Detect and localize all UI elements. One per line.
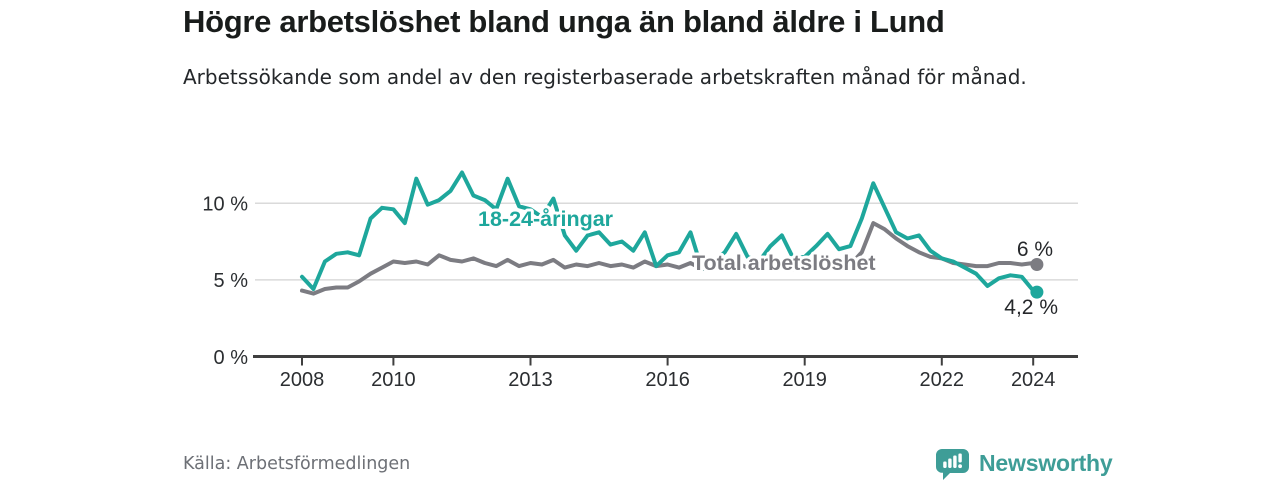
series-label-total: Total arbetslöshet (692, 251, 876, 275)
x-tick-label-2016: 2016 (645, 369, 690, 391)
y-tick-label-5: 5 % (214, 270, 249, 292)
series-layer (300, 170, 1044, 299)
newsworthy-logo: Newsworthy (936, 449, 1113, 480)
chart-title: Högre arbetslöshet bland unga än bland ä… (183, 4, 945, 39)
series-end-dot-total (1030, 258, 1044, 271)
x-tick-label-2013: 2013 (508, 369, 553, 391)
y-tick-label-0: 0 % (214, 347, 249, 369)
newsworthy-logo-text: Newsworthy (979, 450, 1113, 476)
x-tick-label-2010: 2010 (371, 369, 416, 391)
end-value-label-young: 4,2 % (1004, 296, 1058, 319)
x-tick-label-2008: 2008 (280, 369, 325, 391)
source-note: Källa: Arbetsförmedlingen (183, 454, 411, 474)
chart-subtitle: Arbetssökande som andel av den registerb… (183, 65, 1027, 89)
series-line-young (300, 170, 1039, 295)
newsworthy-bars-icon (936, 449, 969, 480)
end-value-label-total: 6 % (1017, 238, 1053, 261)
series-line-total (300, 221, 1039, 296)
x-tick-label-2022: 2022 (920, 369, 965, 391)
series-end-dot-young (1030, 285, 1044, 299)
x-tick-label-2024: 2024 (1011, 369, 1056, 391)
x-tick-label-2019: 2019 (782, 369, 827, 391)
y-tick-label-10: 10 % (202, 194, 248, 216)
series-label-young: 18-24-åringar (478, 207, 614, 231)
